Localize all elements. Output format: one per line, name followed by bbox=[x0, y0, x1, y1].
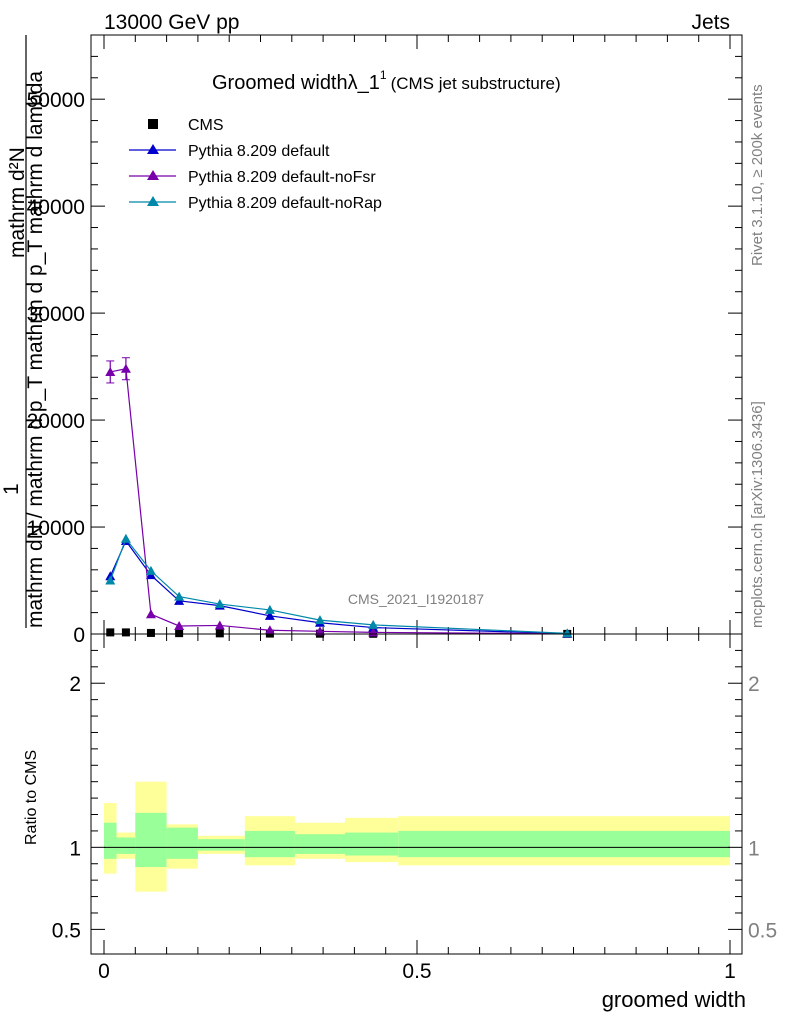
ratio-y-axis-label: Ratio to CMS bbox=[23, 750, 40, 845]
series-line bbox=[109, 539, 568, 635]
plot-title-sup: 1 bbox=[380, 68, 387, 82]
mc-data-point bbox=[145, 609, 156, 619]
cms-data-point bbox=[215, 629, 224, 638]
plot-title: Groomed widthλ_11 (CMS jet substructure) bbox=[212, 68, 561, 94]
rivet-label: Rivet 3.1.10, ≥ 200k events bbox=[749, 84, 766, 266]
series-line bbox=[109, 537, 568, 634]
y-label-numerator: 1 bbox=[0, 483, 23, 495]
legend: CMS Pythia 8.209 default Pythia 8.209 defa… bbox=[129, 117, 382, 212]
mc-data-point bbox=[105, 575, 116, 585]
legend-marker-cms bbox=[148, 119, 158, 129]
mc-data-point bbox=[314, 615, 325, 625]
ratio-inner-band bbox=[244, 830, 295, 858]
mcplots-label: mcplots.cern.ch [arXiv:1306.3436] bbox=[749, 401, 766, 628]
cms-data-point bbox=[106, 628, 115, 637]
legend-label: Pythia 8.209 default-noFsr bbox=[188, 169, 376, 186]
ratio-y-tick-label: 0.5 bbox=[52, 919, 81, 942]
mc-data-point bbox=[120, 363, 131, 373]
ratio-inner-band bbox=[398, 830, 730, 858]
main-y-tick-label: 20000 bbox=[27, 410, 85, 433]
legend-marker bbox=[147, 170, 159, 180]
legend-label: Pythia 8.209 default-noRap bbox=[188, 195, 382, 212]
y-label-line2: mathrm d²N bbox=[6, 147, 29, 258]
header-jets-label: Jets bbox=[691, 11, 730, 34]
plot-title-prefix: Groomed width bbox=[212, 72, 348, 94]
ratio-y-tick-label: 1 bbox=[69, 837, 81, 860]
ratio-plot-panel: 0.5 0.5 1 1 2 2 0 0.5 1 bbox=[52, 633, 777, 983]
y-label-line1: mathrm dN / mathrm d p_T mathrm d p_T ma… bbox=[24, 71, 47, 628]
mc-data-point bbox=[214, 599, 225, 609]
main-y-tick-label: 30000 bbox=[27, 303, 85, 326]
main-y-tick-label: 40000 bbox=[27, 196, 85, 219]
mc-data-point bbox=[562, 628, 573, 638]
mc-data-point bbox=[120, 533, 131, 543]
mc-data-point bbox=[145, 565, 156, 575]
x-tick-label: 1 bbox=[724, 960, 736, 983]
ratio-inner-band bbox=[294, 834, 346, 854]
ratio-y-tick-label-right: 1 bbox=[748, 837, 760, 860]
main-y-tick-label: 10000 bbox=[27, 517, 85, 540]
main-y-tick-label: 0 bbox=[73, 624, 85, 647]
cms-data-point bbox=[146, 628, 155, 637]
mc-data-point bbox=[368, 619, 379, 629]
main-y-tick-label: 50000 bbox=[27, 89, 85, 112]
ratio-inner-band bbox=[197, 839, 245, 851]
x-tick-label: 0 bbox=[98, 960, 110, 983]
analysis-label: CMS_2021_I1920187 bbox=[348, 591, 484, 607]
ratio-inner-band bbox=[135, 812, 167, 868]
mc-data-point bbox=[264, 610, 275, 620]
legend-marker bbox=[147, 196, 159, 206]
plot-title-suffix: (CMS jet substructure) bbox=[391, 74, 561, 93]
mc-data-point bbox=[264, 604, 275, 614]
mc-data-point bbox=[174, 620, 185, 630]
mc-data-point bbox=[105, 366, 116, 376]
main-y-axis-label: 1 mathrm dN / mathrm d p_T mathrm d p_T … bbox=[0, 35, 47, 628]
ratio-y-tick-label-right: 2 bbox=[748, 673, 760, 696]
mc-data-point bbox=[174, 591, 185, 601]
mc-data-point bbox=[264, 625, 275, 635]
ratio-inner-band bbox=[116, 837, 136, 854]
ratio-inner-band bbox=[166, 827, 198, 859]
x-axis-label: groomed width bbox=[602, 987, 746, 1012]
ratio-y-tick-label: 2 bbox=[69, 673, 81, 696]
cms-data-point bbox=[175, 629, 184, 638]
mc-data-point bbox=[314, 626, 325, 636]
x-tick-label: 0.5 bbox=[402, 960, 431, 983]
cms-data-point bbox=[121, 628, 130, 637]
plot-title-lambda: λ_1 bbox=[348, 72, 380, 94]
legend-marker bbox=[147, 144, 159, 154]
legend-label: CMS bbox=[188, 117, 224, 134]
main-plot-panel: 0 10000 20000 30000 40000 50000 bbox=[27, 34, 743, 647]
ratio-inner-band bbox=[345, 832, 399, 856]
mc-data-point bbox=[214, 620, 225, 630]
ratio-y-tick-label-right: 0.5 bbox=[748, 919, 777, 942]
ratio-inner-band bbox=[104, 822, 117, 859]
legend-label: Pythia 8.209 default bbox=[188, 143, 330, 160]
ratio-plot-frame bbox=[90, 633, 743, 955]
header-energy-label: 13000 GeV pp bbox=[104, 11, 239, 34]
